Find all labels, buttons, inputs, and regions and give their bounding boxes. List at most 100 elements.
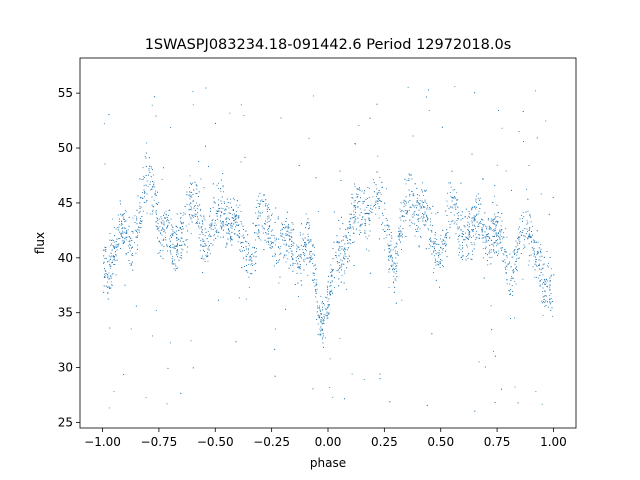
data-point [313, 95, 314, 97]
data-point [330, 275, 332, 277]
data-point [339, 246, 341, 248]
data-point [329, 285, 331, 287]
data-point [266, 218, 268, 220]
data-point [390, 264, 392, 266]
data-point [177, 243, 178, 245]
y-tick-label: 50 [58, 141, 73, 155]
data-point [108, 287, 110, 289]
data-point [461, 232, 463, 234]
data-point [485, 239, 487, 241]
data-point [408, 173, 410, 175]
data-point [277, 261, 279, 263]
data-point [505, 273, 507, 275]
data-point [175, 265, 177, 267]
data-point [304, 242, 306, 244]
data-point [216, 210, 218, 212]
data-point [428, 248, 430, 249]
data-point [426, 189, 427, 191]
data-point [250, 260, 252, 262]
data-point [319, 335, 321, 337]
data-point [510, 266, 512, 268]
data-point [182, 241, 184, 243]
data-point [199, 204, 201, 206]
data-point [539, 263, 540, 265]
data-point [327, 281, 329, 283]
data-point [151, 213, 153, 215]
data-point [275, 237, 277, 239]
data-point [183, 212, 185, 214]
data-point [471, 222, 473, 224]
data-point [550, 275, 552, 277]
data-point [392, 268, 394, 270]
data-point [123, 216, 125, 218]
data-point [532, 234, 533, 236]
data-point [550, 298, 552, 299]
data-point [367, 204, 368, 206]
data-point [329, 282, 331, 284]
data-point [288, 224, 289, 225]
data-point [473, 215, 475, 217]
data-point [109, 264, 111, 265]
data-point [233, 220, 235, 221]
data-point [157, 226, 158, 228]
data-point [430, 208, 431, 210]
data-point [431, 241, 433, 243]
data-point [115, 254, 117, 256]
data-point [298, 165, 300, 166]
data-point [338, 285, 340, 287]
data-point [320, 333, 322, 335]
data-point [259, 215, 261, 217]
data-point [291, 258, 293, 260]
data-point [491, 329, 493, 331]
data-point [137, 195, 139, 197]
data-point [163, 238, 165, 240]
data-point [460, 257, 462, 258]
data-point [494, 235, 495, 237]
data-point [337, 262, 339, 264]
data-point [490, 227, 491, 228]
data-point [194, 216, 196, 217]
data-point [475, 239, 477, 240]
data-point [418, 220, 419, 222]
data-point [314, 285, 316, 287]
data-point [314, 264, 316, 266]
data-point [177, 267, 178, 269]
data-point [495, 216, 497, 218]
data-point [471, 259, 473, 260]
data-point [535, 261, 537, 263]
data-point [259, 203, 261, 205]
data-point [545, 282, 547, 284]
data-point [327, 314, 328, 316]
data-point [312, 258, 314, 259]
data-point [327, 306, 329, 308]
data-point [384, 208, 386, 210]
data-point [396, 251, 398, 253]
data-point [159, 251, 161, 253]
data-point [315, 267, 317, 269]
data-point [445, 245, 447, 247]
data-point [220, 200, 222, 202]
data-point [437, 212, 439, 213]
data-point [170, 253, 172, 255]
data-point [530, 235, 532, 237]
data-point [306, 257, 308, 259]
data-point [535, 264, 537, 266]
data-point [466, 246, 468, 248]
data-point [207, 248, 209, 250]
data-point [274, 255, 276, 257]
data-point [115, 246, 117, 248]
data-point [102, 249, 104, 251]
data-point [264, 194, 266, 196]
data-point [462, 247, 463, 249]
data-point [432, 225, 433, 226]
data-point [328, 312, 329, 314]
data-point [401, 299, 403, 301]
data-point [188, 214, 190, 215]
data-point [478, 223, 480, 225]
data-point [349, 221, 351, 223]
data-point [140, 220, 141, 222]
data-point [539, 268, 540, 270]
data-point [438, 256, 440, 258]
data-point [381, 224, 382, 225]
data-point [402, 228, 404, 229]
